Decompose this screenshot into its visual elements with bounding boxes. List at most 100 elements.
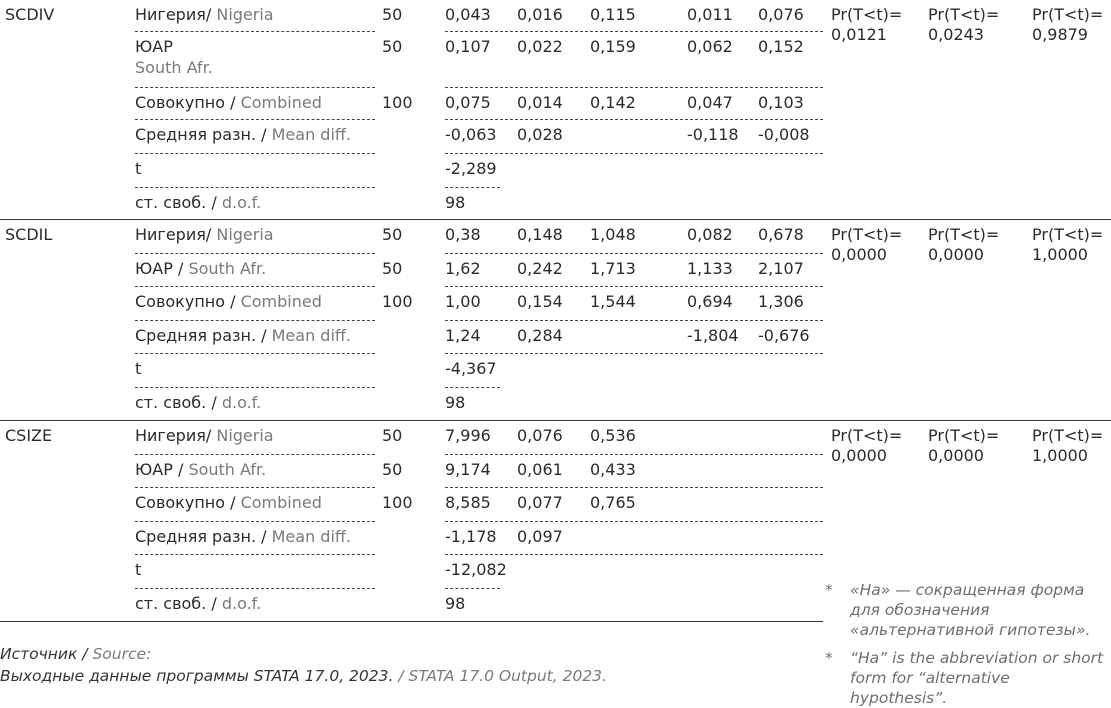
- row-divider: [445, 554, 823, 555]
- cell-mean: 0,107: [445, 37, 491, 56]
- note-marker: *: [825, 649, 833, 667]
- source-text-ru: Выходные данные программы STATA 17.0, 20…: [0, 667, 394, 685]
- row-label: ст. своб. / d.o.f.: [135, 392, 261, 413]
- row-label: Нигерия/ Nigeria: [135, 224, 274, 245]
- cell-mean: 98: [445, 193, 466, 212]
- row-divider: [135, 353, 375, 354]
- label-ru: Средняя разн. /: [135, 325, 267, 345]
- cell-mean: -4,367: [445, 359, 497, 378]
- test-label: Pr(T<t)=: [928, 5, 1000, 24]
- row-divider: [135, 286, 375, 287]
- cell-mean: 98: [445, 593, 466, 613]
- test-value: 1,0000: [1032, 245, 1088, 264]
- group-divider: [0, 621, 823, 622]
- cell-mean: 1,24: [445, 325, 481, 345]
- row-divider: [445, 252, 823, 254]
- label-ru: t: [135, 359, 142, 378]
- row-label: t: [135, 158, 141, 179]
- label-en: Combined: [240, 292, 322, 311]
- row-divider: [445, 87, 823, 88]
- row-label: ЮАР South Afr.: [135, 36, 213, 78]
- row-divider: [445, 587, 500, 589]
- label-en: Mean diff.: [271, 325, 352, 345]
- cell-ci-high: 1,306: [758, 292, 804, 311]
- cell-mean: -1,178: [445, 526, 497, 546]
- row-label: ст. своб. / d.o.f.: [135, 593, 261, 614]
- cell-sd: 1,048: [590, 225, 636, 244]
- label-en: Mean diff.: [271, 125, 352, 144]
- cell-se: 0,016: [517, 5, 563, 24]
- row-label: Совокупно / Combined: [135, 492, 322, 513]
- cell-ci-high: 0,103: [758, 93, 804, 112]
- test-value: 1,0000: [1032, 446, 1088, 465]
- cell-ci-low: 0,062: [687, 37, 733, 56]
- cell-se: 0,284: [517, 325, 563, 345]
- cell-ci-high: -0,676: [758, 325, 810, 345]
- variable-name: SCDIL: [5, 225, 53, 244]
- row-divider: [445, 187, 500, 188]
- row-divider: [445, 487, 823, 488]
- label-en: d.o.f.: [221, 392, 262, 412]
- label-ru: Совокупно /: [135, 93, 236, 112]
- label-en: South Afr.: [135, 58, 213, 77]
- label-en: Mean diff.: [271, 526, 352, 546]
- cell-se: 0,077: [517, 493, 563, 512]
- group-divider: [0, 219, 1111, 220]
- row-divider: [445, 386, 500, 388]
- label-en: South Afr.: [188, 459, 267, 479]
- cell-sd: 0,765: [590, 493, 636, 512]
- variable-name: SCDIV: [5, 5, 55, 24]
- label-en: Combined: [240, 93, 322, 112]
- cell-mean: 9,174: [445, 459, 491, 479]
- label-en: d.o.f.: [221, 593, 262, 613]
- label-en: d.o.f.: [221, 193, 262, 212]
- row-divider: [445, 119, 823, 120]
- test-label: Pr(T<t)=: [831, 225, 903, 244]
- row-label: ЮАР / South Afr.: [135, 459, 266, 480]
- cell-sd: 0,433: [590, 459, 636, 479]
- row-label: ЮАР / South Afr.: [135, 258, 266, 279]
- cell-obs: 50: [382, 426, 403, 445]
- note-text: “Ha” is the abbreviation or short form f…: [850, 649, 1104, 707]
- label-ru: ЮАР /: [135, 258, 184, 278]
- label-ru: t: [135, 159, 142, 178]
- row-divider: [135, 587, 375, 589]
- cell-obs: 50: [382, 5, 403, 24]
- row-label: t: [135, 358, 141, 379]
- cell-ci-low: 0,694: [687, 292, 733, 311]
- label-ru: ст. своб. /: [135, 193, 217, 212]
- cell-ci-low: 0,011: [687, 5, 733, 24]
- label-en: Nigeria: [216, 225, 274, 244]
- label-ru: Нигерия/: [135, 225, 212, 244]
- cell-mean: 7,996: [445, 426, 491, 445]
- row-divider: [135, 252, 375, 254]
- row-label: Средняя разн. / Mean diff.: [135, 325, 351, 346]
- cell-mean: -2,289: [445, 159, 497, 178]
- cell-mean: 0,043: [445, 5, 491, 24]
- cell-sd: 0,536: [590, 426, 636, 445]
- row-label: Совокупно / Combined: [135, 291, 322, 312]
- label-ru: Совокупно /: [135, 493, 236, 512]
- note-text: «На» — сокращенная форма для обозначения…: [850, 581, 1091, 639]
- row-divider: [445, 286, 823, 287]
- cell-obs: 100: [382, 292, 413, 311]
- cell-se: 0,154: [517, 292, 563, 311]
- row-divider: [445, 453, 823, 455]
- test-label: Pr(T<t)=: [928, 426, 1000, 445]
- cell-se: 0,014: [517, 93, 563, 112]
- row-divider: [135, 520, 375, 522]
- label-ru: ст. своб. /: [135, 392, 217, 412]
- cell-ci-high: 0,678: [758, 225, 804, 244]
- label-en: Combined: [240, 493, 322, 512]
- source-label: Источник / Source:: [0, 644, 151, 665]
- row-label: t: [135, 559, 141, 580]
- cell-ci-low: -1,804: [687, 325, 739, 345]
- cell-mean: -0,063: [445, 125, 497, 144]
- cell-ci-high: 0,076: [758, 5, 804, 24]
- test-label: Pr(T<t)=: [831, 426, 903, 445]
- cell-mean: 0,38: [445, 225, 481, 244]
- label-ru: t: [135, 560, 142, 579]
- test-value: 0,0000: [831, 446, 887, 465]
- row-divider: [135, 487, 375, 488]
- cell-se: 0,028: [517, 125, 563, 144]
